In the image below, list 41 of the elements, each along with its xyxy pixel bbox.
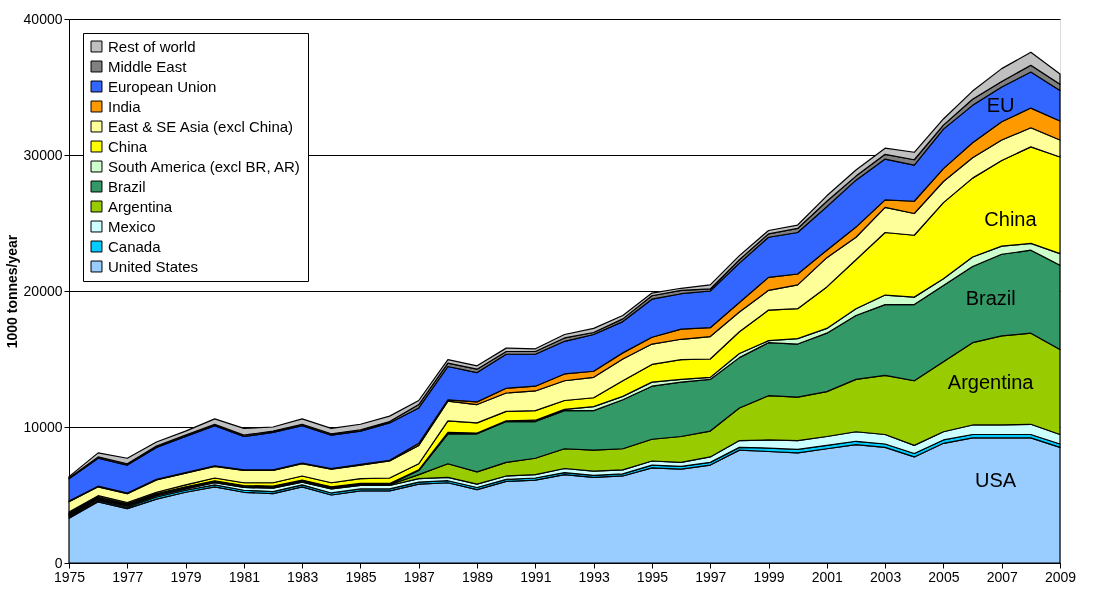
x-tick-label: 1981 bbox=[228, 568, 261, 585]
y-axis-title: 1000 tonnes/year bbox=[3, 234, 20, 349]
x-tick-label: 1975 bbox=[53, 568, 86, 585]
legend-label: European Union bbox=[108, 77, 217, 95]
x-tick-label: 1999 bbox=[753, 568, 785, 585]
legend-label: China bbox=[108, 137, 148, 155]
x-tick-label: 1983 bbox=[287, 568, 319, 585]
x-tick-label: 2009 bbox=[1044, 568, 1077, 585]
y-tick-label: 0 bbox=[54, 554, 63, 571]
legend-label: Middle East bbox=[108, 57, 188, 75]
x-tick-label: 1985 bbox=[345, 568, 377, 585]
annotation: USA bbox=[975, 469, 1017, 492]
legend-label: Argentina bbox=[108, 197, 173, 215]
legend-label: East & SE Asia (excl China) bbox=[108, 117, 294, 135]
legend-label: Canada bbox=[108, 237, 162, 255]
x-tick-label: 1995 bbox=[636, 568, 669, 585]
x-tick-label: 1997 bbox=[695, 568, 727, 585]
x-tick-label: 1993 bbox=[578, 568, 610, 585]
legend-label: Mexico bbox=[108, 217, 156, 235]
x-tick-label: 1977 bbox=[112, 568, 144, 585]
x-tick-label: 2003 bbox=[870, 568, 902, 585]
legend-label: India bbox=[108, 97, 142, 115]
annotation: Argentina bbox=[947, 371, 1035, 394]
annotation: EU bbox=[986, 94, 1015, 117]
x-tick-label: 2001 bbox=[811, 568, 844, 585]
y-tick-label: 10000 bbox=[23, 418, 63, 435]
annotation: Brazil bbox=[965, 287, 1016, 310]
legend-label: South America (excl BR, AR) bbox=[108, 157, 300, 175]
y-tick-label: 30000 bbox=[23, 146, 63, 163]
x-tick-label: 1989 bbox=[461, 568, 494, 585]
x-tick-label: 1991 bbox=[520, 568, 552, 585]
x-tick-label: 1979 bbox=[170, 568, 202, 585]
legend-label: United States bbox=[108, 257, 199, 275]
x-tick-label: 2005 bbox=[928, 568, 960, 585]
y-tick-label: 40000 bbox=[23, 10, 63, 27]
y-tick-label: 20000 bbox=[23, 282, 63, 299]
x-tick-label: 1987 bbox=[403, 568, 436, 585]
x-tick-label: 2007 bbox=[986, 568, 1018, 585]
annotation: China bbox=[984, 208, 1038, 231]
legend-label: Rest of world bbox=[108, 37, 196, 55]
legend-label: Brazil bbox=[108, 177, 146, 195]
